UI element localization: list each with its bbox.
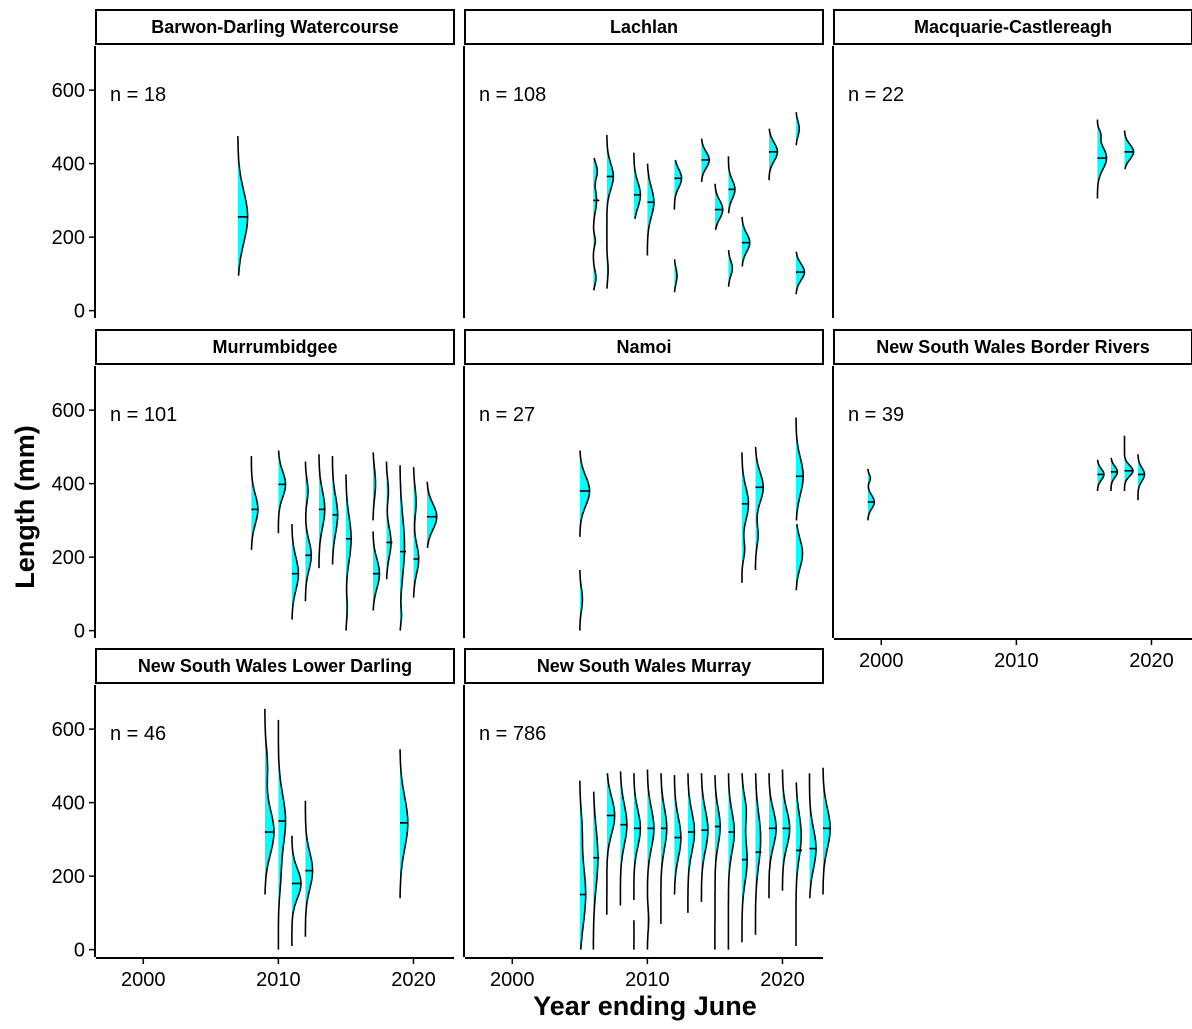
panel-lachlan: Lachlan n = 108 xyxy=(464,10,823,318)
x-tick-label: 2000 xyxy=(859,650,904,672)
panel-strip-label: New South Wales Border Rivers xyxy=(876,337,1149,357)
panel-macquarie-castlereagh: Macquarie-Castlereagh n = 22 xyxy=(833,10,1192,318)
panel-strip-label: Lachlan xyxy=(610,17,678,37)
y-tick-label: 0 xyxy=(74,621,85,643)
panel-barwon-darling-watercourse: Barwon-Darling Watercourse n = 18 0 200 400 6… xyxy=(52,10,454,323)
panel-strip-label: New South Wales Murray xyxy=(537,656,751,676)
x-axis-title: Year ending June xyxy=(533,991,757,1021)
y-tick-label: 200 xyxy=(52,866,85,888)
panel-murrumbidgee: Murrumbidgee n = 101 0 200 400 600 xyxy=(52,330,454,643)
y-tick-label: 200 xyxy=(52,227,85,249)
x-tick-label: 2020 xyxy=(760,969,805,991)
sample-size-label: n = 27 xyxy=(479,404,535,426)
violin-fill xyxy=(1097,120,1106,199)
sample-size-label: n = 786 xyxy=(479,723,546,745)
sample-size-label: n = 108 xyxy=(479,84,546,106)
panel-strip-label: Murrumbidgee xyxy=(212,337,337,357)
sample-size-label: n = 46 xyxy=(110,723,166,745)
panel-new-south-wales-lower-darling: New South Wales Lower Darling n = 46 0 200 4… xyxy=(52,649,454,991)
x-tick-label: 2000 xyxy=(121,969,166,991)
panel-strip-label: Namoi xyxy=(616,337,671,357)
x-tick-label: 2010 xyxy=(994,650,1039,672)
panel-strip-label: Macquarie-Castlereagh xyxy=(914,17,1112,37)
x-tick-label: 2000 xyxy=(490,969,535,991)
y-tick-label: 400 xyxy=(52,474,85,496)
y-axis-title: Length (mm) xyxy=(10,425,40,588)
sample-size-label: n = 39 xyxy=(848,404,904,426)
y-tick-label: 400 xyxy=(52,154,85,176)
sample-size-label: n = 18 xyxy=(110,84,166,106)
y-tick-label: 200 xyxy=(52,547,85,569)
panel-namoi: Namoi n = 27 xyxy=(464,330,823,638)
panel-strip-label: New South Wales Lower Darling xyxy=(138,656,412,676)
y-tick-label: 400 xyxy=(52,793,85,815)
x-tick-label: 2020 xyxy=(1129,650,1174,672)
sample-size-label: n = 22 xyxy=(848,84,904,106)
y-tick-label: 600 xyxy=(52,80,85,102)
panel-strip-label: Barwon-Darling Watercourse xyxy=(151,17,398,37)
panel-new-south-wales-murray: New South Wales Murray n = 786 2000 2010 202… xyxy=(464,649,830,991)
panels-layer: Barwon-Darling Watercourse n = 18 0 200 400 6… xyxy=(52,10,1192,991)
y-tick-label: 600 xyxy=(52,719,85,741)
y-tick-label: 600 xyxy=(52,400,85,422)
y-tick-label: 0 xyxy=(74,301,85,323)
panel-new-south-wales-border-rivers: New South Wales Border Rivers n = 39 2000 2… xyxy=(833,330,1192,672)
x-tick-label: 2020 xyxy=(391,969,436,991)
x-tick-label: 2010 xyxy=(256,969,301,991)
sample-size-label: n = 101 xyxy=(110,404,177,426)
y-tick-label: 0 xyxy=(74,940,85,962)
violin-fill xyxy=(728,773,734,949)
x-tick-label: 2010 xyxy=(625,969,670,991)
